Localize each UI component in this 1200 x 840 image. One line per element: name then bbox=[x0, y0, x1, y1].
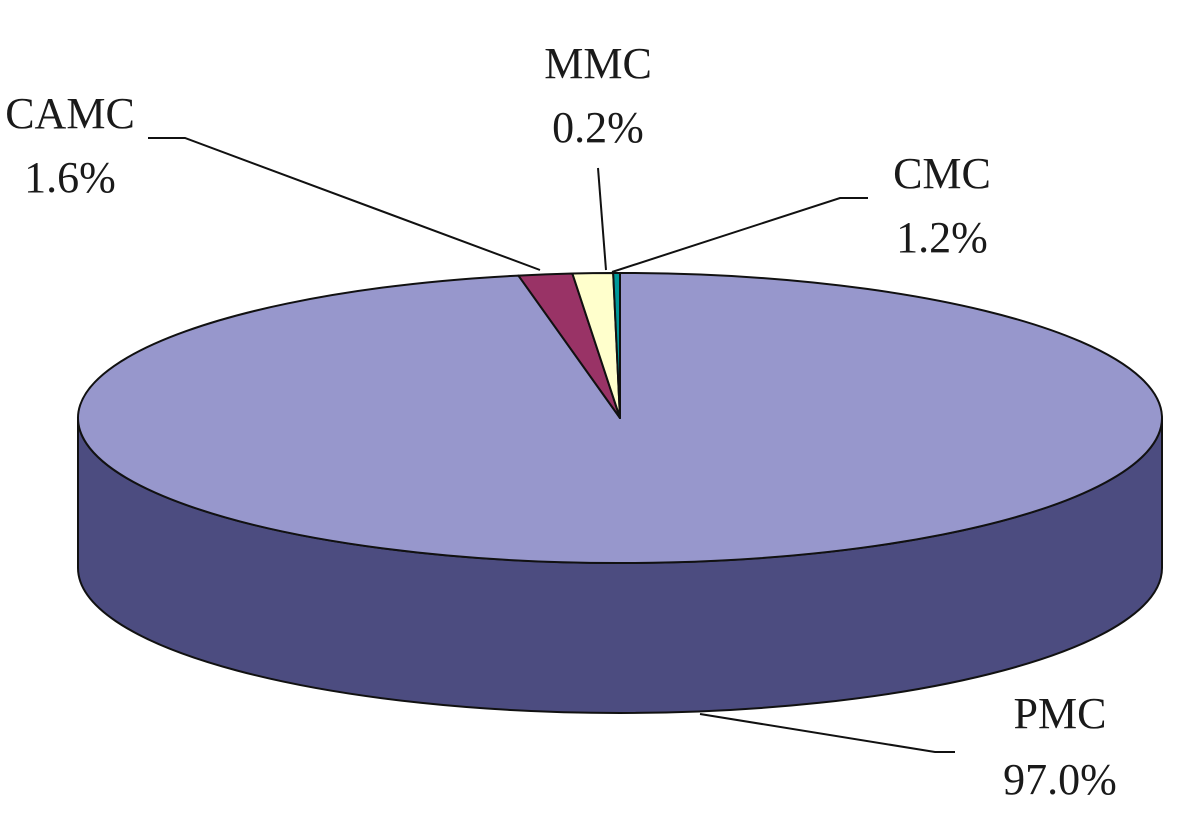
slice-label-camc: CAMC bbox=[5, 89, 135, 138]
slice-label-cmc: CMC bbox=[893, 149, 991, 198]
slice-value-camc: 1.6% bbox=[24, 153, 116, 202]
slice-label-pmc: PMC bbox=[1014, 689, 1107, 738]
leader-line-camc bbox=[148, 137, 541, 271]
leader-line-cmc bbox=[611, 197, 868, 273]
leader-line-pmc bbox=[699, 713, 955, 753]
leader-line-mmc bbox=[597, 167, 607, 271]
pie-top-face bbox=[77, 271, 1163, 564]
slice-labels: PMC 97.0% CAMC 1.6% CMC 1.2% MMC 0.2% bbox=[5, 39, 1117, 804]
pie-slice-mmc bbox=[612, 271, 621, 419]
leader-lines bbox=[148, 137, 955, 753]
slice-value-mmc: 0.2% bbox=[552, 103, 644, 152]
slice-value-cmc: 1.2% bbox=[896, 213, 988, 262]
slice-value-pmc: 97.0% bbox=[1003, 755, 1117, 804]
slice-label-mmc: MMC bbox=[544, 39, 652, 88]
